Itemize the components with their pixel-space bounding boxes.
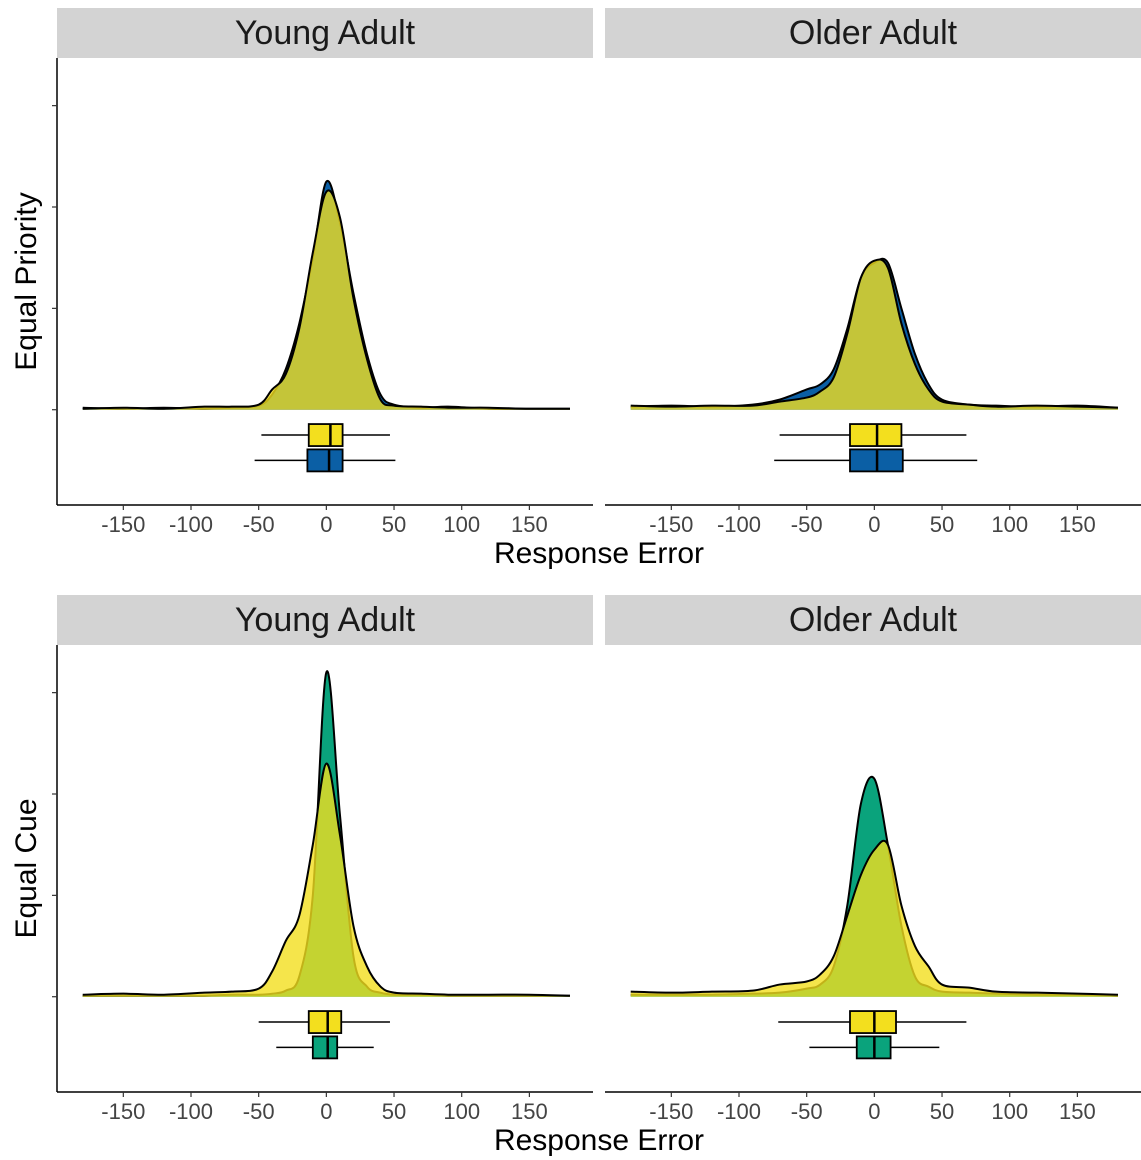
x-tick-label: 150	[511, 1099, 548, 1124]
x-tick-label: -50	[791, 512, 823, 537]
strip	[57, 595, 593, 645]
x-tick-label: 100	[991, 512, 1028, 537]
strip	[605, 595, 1141, 645]
density-line	[82, 762, 571, 997]
box	[306, 448, 344, 473]
x-tick-label: -150	[649, 512, 693, 537]
x-tick-label: 150	[1059, 1099, 1096, 1124]
density-area	[630, 840, 1118, 997]
box	[849, 423, 903, 447]
x-tick-label: 50	[382, 512, 406, 537]
x-tick-label: 50	[382, 1099, 406, 1124]
x-tick-label: -150	[649, 1099, 693, 1124]
density-area	[82, 190, 570, 410]
x-tick-label: 0	[320, 512, 332, 537]
x-tick-label: -100	[169, 512, 213, 537]
x-tick-label: 150	[511, 512, 548, 537]
x-axis-title: Response Error	[494, 537, 704, 570]
y-axis-title: Equal Cue	[10, 798, 43, 938]
x-tick-label: 50	[930, 1099, 954, 1124]
density-line	[630, 839, 1119, 996]
x-tick-label: 0	[868, 1099, 880, 1124]
strip	[57, 8, 593, 58]
density-line	[630, 258, 1119, 409]
x-tick-label: 100	[443, 1099, 480, 1124]
box	[849, 1010, 897, 1034]
strip-title: Older Adult	[789, 601, 958, 639]
density-area	[630, 259, 1118, 410]
x-tick-label: 100	[991, 1099, 1028, 1124]
box	[307, 1010, 343, 1034]
y-axis-title: Equal Priority	[10, 192, 43, 370]
x-tick-label: -100	[717, 512, 761, 537]
x-tick-label: -100	[169, 1099, 213, 1124]
x-tick-label: -50	[243, 512, 275, 537]
x-tick-label: -100	[717, 1099, 761, 1124]
x-tick-label: -50	[791, 1099, 823, 1124]
x-tick-label: 150	[1059, 512, 1096, 537]
x-tick-label: 100	[443, 512, 480, 537]
x-tick-label: 0	[868, 512, 880, 537]
x-tick-label: -50	[243, 1099, 275, 1124]
strip-title: Young Adult	[235, 14, 416, 52]
x-tick-label: -150	[101, 1099, 145, 1124]
x-tick-label: 50	[930, 512, 954, 537]
box	[307, 423, 344, 447]
strip-title: Young Adult	[235, 601, 416, 639]
density-area	[82, 763, 570, 997]
density-line	[82, 189, 570, 410]
x-axis-title: Response Error	[494, 1124, 704, 1157]
box	[311, 1035, 339, 1060]
x-tick-label: -150	[101, 512, 145, 537]
x-tick-label: 0	[320, 1099, 332, 1124]
strip	[605, 8, 1141, 58]
strip-title: Older Adult	[789, 14, 958, 52]
